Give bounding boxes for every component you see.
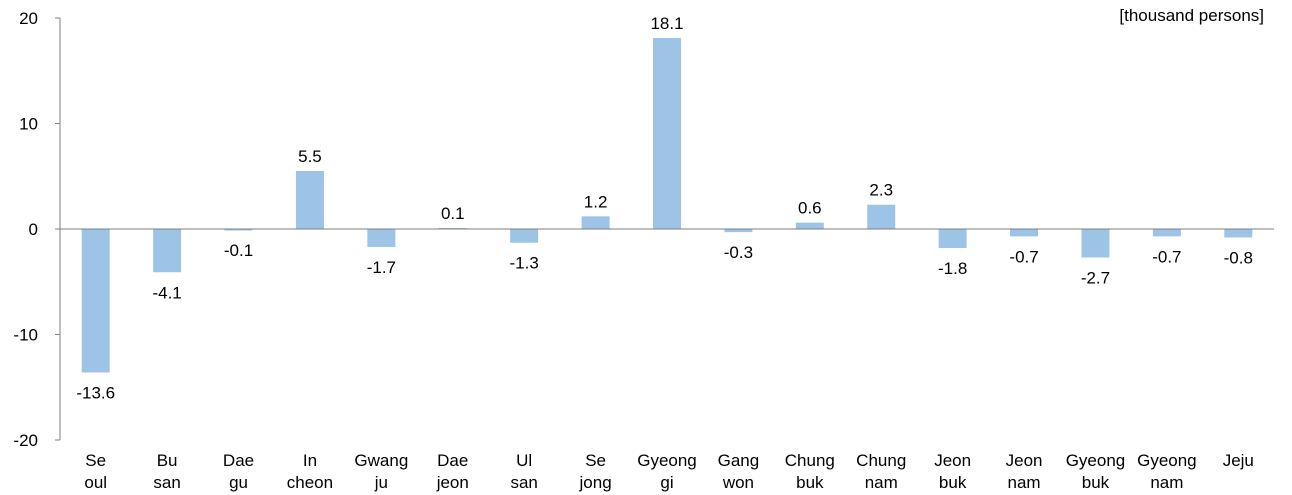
bar <box>81 229 110 373</box>
data-label: 0.1 <box>441 204 465 223</box>
x-tick-label: Se <box>585 451 606 470</box>
data-label: 5.5 <box>298 147 322 166</box>
x-tick-label: san <box>510 473 537 492</box>
x-tick-label: nam <box>865 473 898 492</box>
bar <box>153 229 182 273</box>
y-axis: -20 -10 0 10 20 <box>13 9 61 450</box>
x-tick-label: Jeon <box>934 451 971 470</box>
x-tick-label: buk <box>1082 473 1110 492</box>
x-tick-label: Se <box>85 451 106 470</box>
x-tick-label: Jeon <box>1006 451 1043 470</box>
x-tick-label: buk <box>939 473 967 492</box>
bar <box>1224 229 1253 238</box>
x-tick-label: gu <box>229 473 248 492</box>
x-tick-label: Gang <box>718 451 760 470</box>
data-label: -1.3 <box>510 254 539 273</box>
x-tick-label: Dae <box>437 451 468 470</box>
data-label: 0.6 <box>798 199 822 218</box>
data-label: -0.8 <box>1224 248 1253 267</box>
data-label: -2.7 <box>1081 268 1110 287</box>
bar <box>795 222 824 229</box>
data-label: 2.3 <box>869 181 893 200</box>
value-labels: -13.6 -4.1 -0.1 5.5 -1.7 0.1 -1.3 1.2 18.1 -0.3 0.… <box>76 14 1253 402</box>
data-label: -13.6 <box>76 383 115 402</box>
bar <box>867 204 896 229</box>
bar <box>295 170 324 229</box>
x-tick-label: Jeju <box>1223 451 1254 470</box>
bar <box>581 216 610 229</box>
data-label: 18.1 <box>650 14 683 33</box>
bar <box>724 229 753 233</box>
x-tick-label: Gyeong <box>1137 451 1197 470</box>
x-tick-label: buk <box>796 473 824 492</box>
x-tick-label: Gyeong <box>637 451 697 470</box>
x-tick-label: oul <box>84 473 107 492</box>
bar <box>938 229 967 248</box>
x-tick-label: jeon <box>436 473 469 492</box>
y-tick-label: 10 <box>19 115 38 134</box>
x-tick-label: jong <box>579 473 612 492</box>
data-label: -0.7 <box>1009 247 1038 266</box>
data-label: -0.7 <box>1152 247 1181 266</box>
x-tick-label: cheon <box>287 473 333 492</box>
data-label: -1.8 <box>938 259 967 278</box>
bar <box>1081 229 1110 258</box>
bar <box>367 229 396 247</box>
y-tick-label: 0 <box>29 220 38 239</box>
bar <box>1010 229 1039 237</box>
x-tick-label: nam <box>1008 473 1041 492</box>
x-tick-label: san <box>153 473 180 492</box>
data-label: -0.3 <box>724 243 753 262</box>
data-label: -0.1 <box>224 241 253 260</box>
x-tick-label: In <box>303 451 317 470</box>
y-tick-label: -20 <box>13 431 38 450</box>
bars <box>81 38 1253 373</box>
x-tick-label: won <box>722 473 754 492</box>
x-tick-label: ju <box>374 473 388 492</box>
y-tick-label: 20 <box>19 9 38 28</box>
x-tick-label: Dae <box>223 451 254 470</box>
x-tick-label: Chung <box>856 451 906 470</box>
y-tick-label: -10 <box>13 326 38 345</box>
data-label: -4.1 <box>152 283 181 302</box>
x-tick-label: nam <box>1150 473 1183 492</box>
x-tick-label: Ul <box>516 451 532 470</box>
x-axis-labels: Se oul Bu san Dae gu In cheon Gwang ju Dae jeon Ul sa… <box>84 451 1254 492</box>
x-tick-label: Chung <box>785 451 835 470</box>
bar <box>224 229 253 231</box>
bar <box>510 229 539 243</box>
unit-label: [thousand persons] <box>1119 6 1264 25</box>
x-tick-label: Gwang <box>354 451 408 470</box>
bar <box>1152 229 1181 237</box>
data-label: -1.7 <box>367 258 396 277</box>
x-tick-label: gi <box>660 473 673 492</box>
bar <box>653 38 681 229</box>
x-tick-label: Gyeong <box>1066 451 1126 470</box>
data-label: 1.2 <box>584 192 608 211</box>
x-tick-label: Bu <box>157 451 178 470</box>
